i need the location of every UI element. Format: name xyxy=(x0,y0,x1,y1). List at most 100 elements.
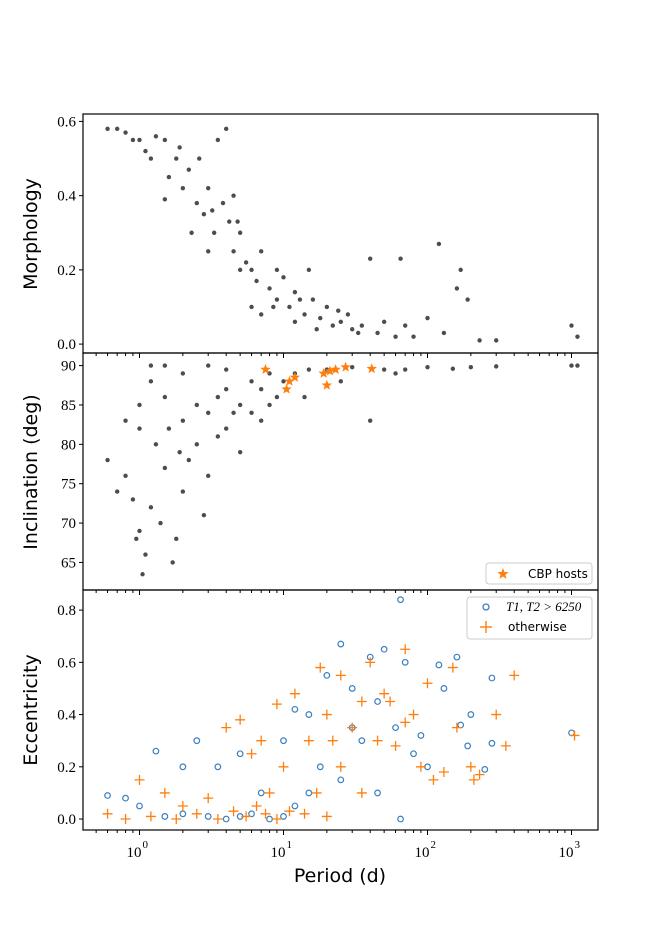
x-tick-label-base: 10 xyxy=(271,845,286,861)
circle-point xyxy=(257,789,265,797)
scatter-point xyxy=(274,297,280,302)
plus-point xyxy=(221,722,232,733)
plus-point xyxy=(415,761,426,772)
scatter-point xyxy=(177,145,182,150)
bottom-axes-frame xyxy=(82,589,599,831)
scatter-point xyxy=(271,304,276,310)
scatter-point xyxy=(338,379,344,384)
mid-ylabel: Inclination (deg) xyxy=(20,394,42,549)
y-tick-label: 0.0 xyxy=(57,337,76,353)
scatter-point xyxy=(211,230,217,235)
circle-point xyxy=(374,698,381,705)
star-point xyxy=(321,379,333,390)
scatter-point xyxy=(345,312,351,317)
x-axis-label: Period (d) xyxy=(294,865,386,887)
circle-point xyxy=(392,724,399,732)
plus-point xyxy=(235,714,246,725)
scatter-point xyxy=(254,278,259,284)
x-tick-label-exponent: 2 xyxy=(431,839,437,851)
scatter-point xyxy=(174,156,179,161)
scatter-point xyxy=(350,364,355,370)
scatter-point xyxy=(274,267,280,273)
scatter-point xyxy=(137,528,142,534)
top-axes-frame xyxy=(82,113,599,354)
circle-point xyxy=(248,810,255,818)
scatter-point xyxy=(186,457,192,463)
scatter-point xyxy=(402,323,408,328)
scatter-point xyxy=(297,297,303,302)
scatter-point xyxy=(177,450,182,455)
scatter-point xyxy=(197,156,202,161)
scatter-point xyxy=(494,364,499,369)
plus-point xyxy=(284,806,295,817)
scatter-point xyxy=(215,394,221,400)
y-tick-label: 75 xyxy=(61,477,76,493)
scatter-point xyxy=(249,379,254,384)
plus-point xyxy=(278,761,289,772)
plus-point xyxy=(390,740,401,751)
scatter-point xyxy=(350,327,355,332)
scatter-point xyxy=(140,572,145,577)
y-tick-label: 0.8 xyxy=(57,603,76,619)
scatter-point xyxy=(137,137,142,143)
scatter-point xyxy=(267,286,272,291)
plus-point xyxy=(303,735,314,746)
circle-point xyxy=(236,750,244,758)
scatter-point xyxy=(336,308,341,313)
plus-point xyxy=(400,717,411,728)
scatter-point xyxy=(123,418,128,423)
star-point xyxy=(284,375,295,386)
circle-point xyxy=(488,674,496,682)
middle-panel xyxy=(105,361,580,577)
legend-other-label: otherwise xyxy=(508,620,567,634)
circle-marker-icon xyxy=(482,603,490,611)
scatter-point xyxy=(162,197,168,202)
circle-point xyxy=(305,711,313,718)
circle-point xyxy=(337,776,345,784)
plus-point xyxy=(385,696,396,707)
star-point xyxy=(318,367,329,378)
plus-point xyxy=(271,699,282,710)
scatter-point xyxy=(569,363,574,368)
star-point xyxy=(340,361,351,372)
circle-point xyxy=(104,792,111,799)
scatter-point xyxy=(186,167,192,172)
circle-point xyxy=(453,653,461,661)
scatter-point xyxy=(425,315,430,321)
scatter-point xyxy=(292,289,298,295)
plus-point xyxy=(428,774,439,785)
scatter-point xyxy=(158,520,163,526)
scatter-point xyxy=(314,327,319,332)
scatter-point xyxy=(227,219,232,224)
scatter-point xyxy=(137,402,142,408)
y-tick-label: 85 xyxy=(61,398,76,414)
scatter-point xyxy=(143,148,148,154)
scatter-point xyxy=(274,394,280,400)
scatter-point xyxy=(105,126,110,132)
scatter-point xyxy=(166,174,172,180)
scatter-point xyxy=(249,304,254,310)
circle-point xyxy=(291,705,299,713)
scatter-point xyxy=(355,330,361,336)
plus-point xyxy=(203,793,214,804)
plus-point xyxy=(171,814,182,825)
plus-point xyxy=(500,740,511,751)
plus-point xyxy=(347,722,358,733)
scatter-point xyxy=(468,364,474,370)
plus-point xyxy=(241,811,252,822)
y-tick-label: 0.2 xyxy=(57,760,76,776)
scatter-point xyxy=(302,394,307,400)
circle-point xyxy=(374,789,381,797)
scatter-point xyxy=(235,219,240,224)
y-tick-label: 65 xyxy=(61,555,76,571)
plus-point xyxy=(465,761,476,772)
scatter-point xyxy=(494,338,499,343)
scatter-point xyxy=(153,134,159,139)
circle-point xyxy=(568,729,575,737)
scatter-point xyxy=(398,256,403,261)
scatter-point xyxy=(114,489,120,494)
scatter-point xyxy=(258,387,264,392)
scatter-point xyxy=(249,410,254,416)
scatter-point xyxy=(258,312,264,317)
scatter-point xyxy=(194,200,200,206)
